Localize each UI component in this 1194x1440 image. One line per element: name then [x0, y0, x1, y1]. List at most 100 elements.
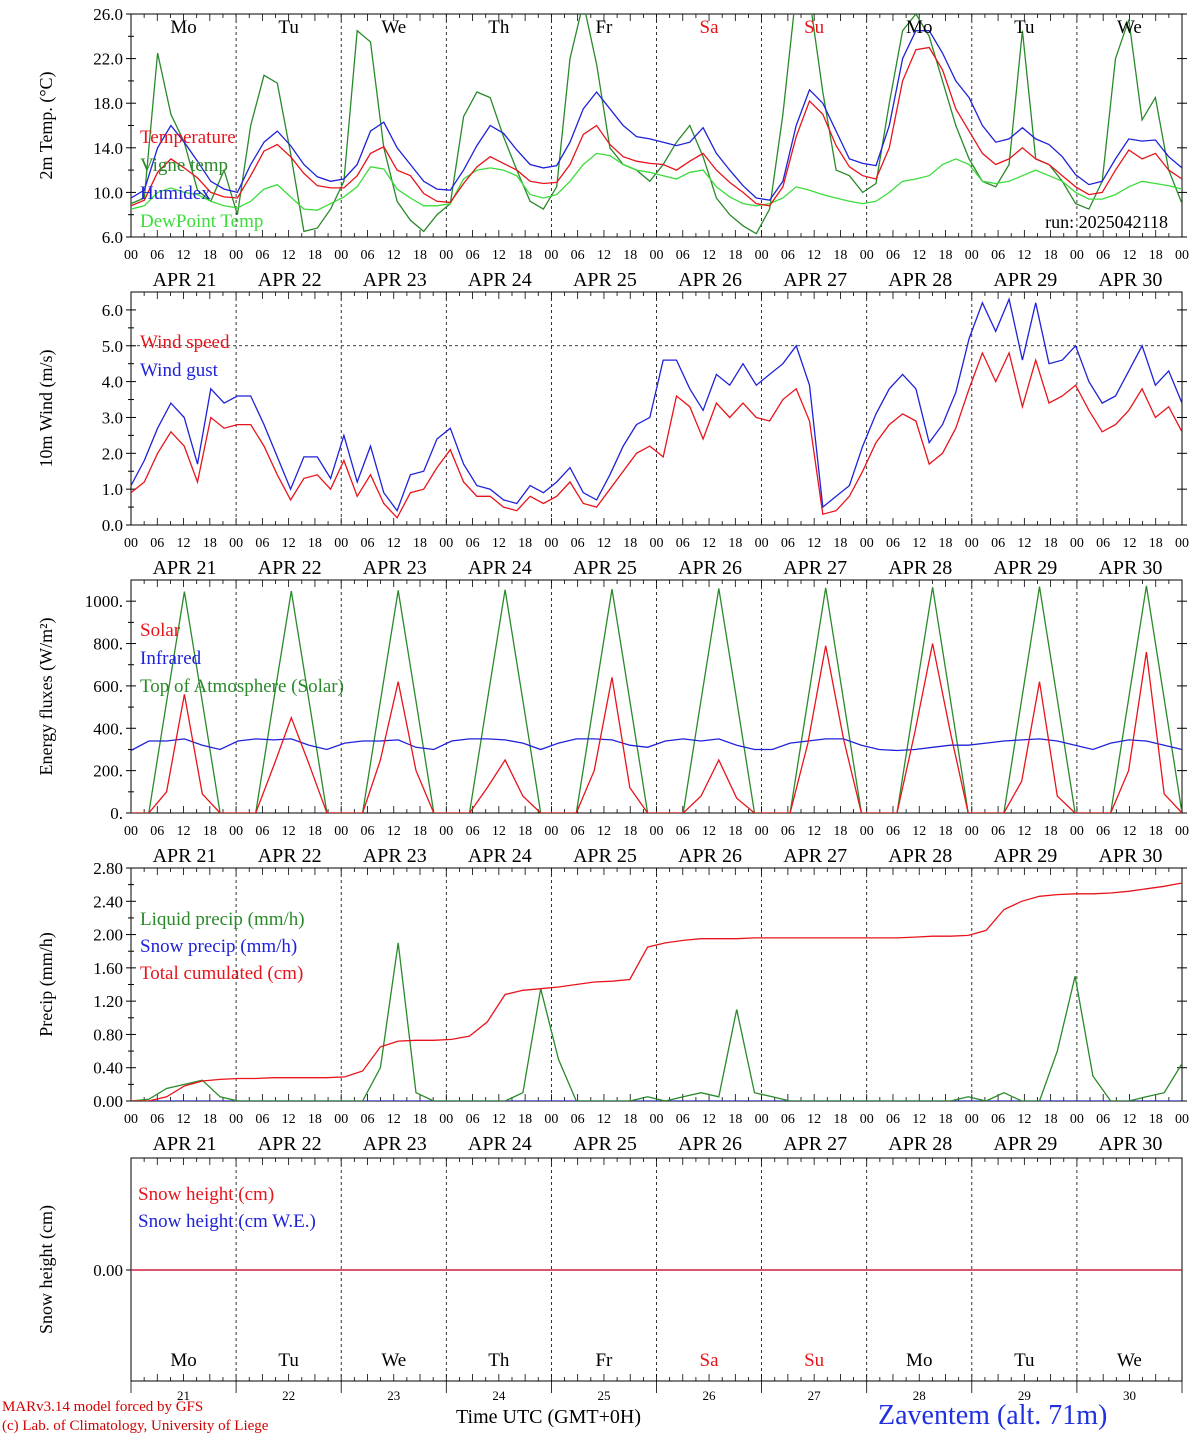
hour-tick-label: 00 — [229, 1112, 243, 1127]
hour-tick-label: 06 — [991, 248, 1005, 263]
day-name-label: Sa — [700, 17, 720, 38]
day-name-label: We — [381, 17, 406, 38]
hour-tick-label: 12 — [282, 1112, 296, 1127]
hour-tick-label: 00 — [334, 1112, 348, 1127]
y-tick-label: 3.0 — [102, 408, 123, 427]
hour-tick-label: 00 — [1070, 824, 1084, 839]
hour-tick-label: 00 — [755, 536, 769, 551]
hour-tick-label: 18 — [1149, 1112, 1163, 1127]
series-line-dewpoint-temp — [131, 152, 1182, 211]
hour-tick-label: 00 — [124, 1112, 138, 1127]
y-tick-label: 26.0 — [93, 5, 123, 24]
hour-tick-label: 00 — [1175, 824, 1189, 839]
hour-tick-label: 06 — [571, 536, 585, 551]
hour-tick-label: 18 — [413, 248, 427, 263]
footer-model: MARv3.14 model forced by GFS — [2, 1399, 204, 1415]
hour-tick-label: 12 — [177, 536, 191, 551]
day-name-label: Su — [804, 1350, 825, 1371]
hour-tick-label: 18 — [308, 248, 322, 263]
hour-tick-label: 06 — [676, 1112, 690, 1127]
y-tick-label: 0.0 — [102, 516, 123, 535]
hour-tick-label: 12 — [597, 1112, 611, 1127]
date-label: APR 29 — [993, 1133, 1057, 1155]
hour-tick-label: 12 — [702, 536, 716, 551]
date-label: APR 30 — [1098, 845, 1162, 867]
y-tick-label: 800. — [93, 635, 123, 654]
hour-tick-label: 06 — [571, 824, 585, 839]
hour-tick-label: 18 — [1149, 536, 1163, 551]
hour-tick-label: 00 — [860, 248, 874, 263]
hour-tick-label: 00 — [229, 824, 243, 839]
day-name-label: Tu — [1014, 17, 1035, 38]
legend-entry: Wind gust — [140, 360, 219, 381]
date-label: APR 30 — [1098, 1133, 1162, 1155]
legend-entry: Liquid precip (mm/h) — [140, 909, 305, 930]
hour-tick-label: 00 — [650, 1112, 664, 1127]
date-label: APR 27 — [783, 845, 847, 867]
hour-tick-label: 12 — [597, 248, 611, 263]
day-name-label: Th — [488, 1350, 510, 1371]
series-line-wind-speed — [131, 350, 1182, 519]
date-label: APR 27 — [783, 1133, 847, 1155]
hour-tick-label: 00 — [1070, 536, 1084, 551]
hour-tick-label: 18 — [939, 248, 953, 263]
hour-tick-label: 12 — [387, 248, 401, 263]
day-number-label: 28 — [913, 1388, 926, 1403]
y-tick-label: 22.0 — [93, 50, 123, 69]
date-label: APR 27 — [783, 557, 847, 579]
hour-tick-label: 06 — [991, 1112, 1005, 1127]
date-label: APR 22 — [258, 1133, 322, 1155]
hour-tick-label: 18 — [623, 1112, 637, 1127]
y-tick-label: 0.00 — [93, 1092, 123, 1111]
hour-tick-label: 06 — [886, 824, 900, 839]
day-number-label: 21 — [177, 1388, 190, 1403]
series-line-total-cumulated-cm- — [131, 882, 1182, 1101]
hour-tick-label: 18 — [203, 536, 217, 551]
date-label: APR 21 — [153, 1133, 217, 1155]
series-line-humidex — [131, 30, 1182, 201]
hour-tick-label: 06 — [991, 536, 1005, 551]
day-name-label: Mo — [906, 1350, 932, 1371]
day-number-label: 23 — [387, 1388, 400, 1403]
hour-tick-label: 18 — [623, 536, 637, 551]
date-label: APR 29 — [993, 269, 1057, 291]
hour-tick-label: 12 — [1122, 1112, 1136, 1127]
legend-entry: Temperature — [140, 127, 236, 148]
hour-tick-label: 18 — [1044, 248, 1058, 263]
footer-time-axis: Time UTC (GMT+0H) — [456, 1406, 641, 1428]
hour-tick-label: 12 — [597, 536, 611, 551]
y-axis-label: 2m Temp. (°C) — [36, 71, 57, 179]
day-name-label: Tu — [278, 1350, 299, 1371]
hour-tick-label: 06 — [571, 248, 585, 263]
hour-tick-label: 18 — [518, 824, 532, 839]
hour-tick-label: 06 — [886, 1112, 900, 1127]
hour-tick-label: 00 — [334, 536, 348, 551]
hour-tick-label: 00 — [1175, 1112, 1189, 1127]
hour-tick-label: 12 — [492, 536, 506, 551]
series-line-wind-gust — [131, 297, 1182, 513]
legend-entry: Wind speed — [140, 332, 230, 353]
hour-tick-label: 00 — [965, 248, 979, 263]
hour-tick-label: 06 — [781, 1112, 795, 1127]
hour-tick-label: 06 — [781, 824, 795, 839]
date-label: APR 29 — [993, 845, 1057, 867]
legend-entry: Total cumulated (cm) — [140, 963, 303, 984]
hour-tick-label: 12 — [1122, 248, 1136, 263]
date-label: APR 28 — [888, 845, 952, 867]
hour-tick-label: 06 — [150, 248, 164, 263]
date-label: APR 28 — [888, 1133, 952, 1155]
day-name-label: Mo — [170, 17, 196, 38]
hour-tick-label: 12 — [702, 824, 716, 839]
series-line-vigne-temp — [131, 14, 1182, 235]
hour-tick-label: 00 — [1070, 1112, 1084, 1127]
hour-tick-label: 06 — [781, 536, 795, 551]
y-tick-label: 10.0 — [93, 183, 123, 202]
hour-tick-label: 12 — [1017, 1112, 1031, 1127]
hour-tick-label: 18 — [833, 1112, 847, 1127]
hour-tick-label: 00 — [544, 536, 558, 551]
hour-tick-label: 06 — [676, 824, 690, 839]
date-label: APR 22 — [258, 557, 322, 579]
hour-tick-label: 18 — [518, 248, 532, 263]
hour-tick-label: 00 — [755, 248, 769, 263]
y-tick-label: 6.0 — [102, 301, 123, 320]
